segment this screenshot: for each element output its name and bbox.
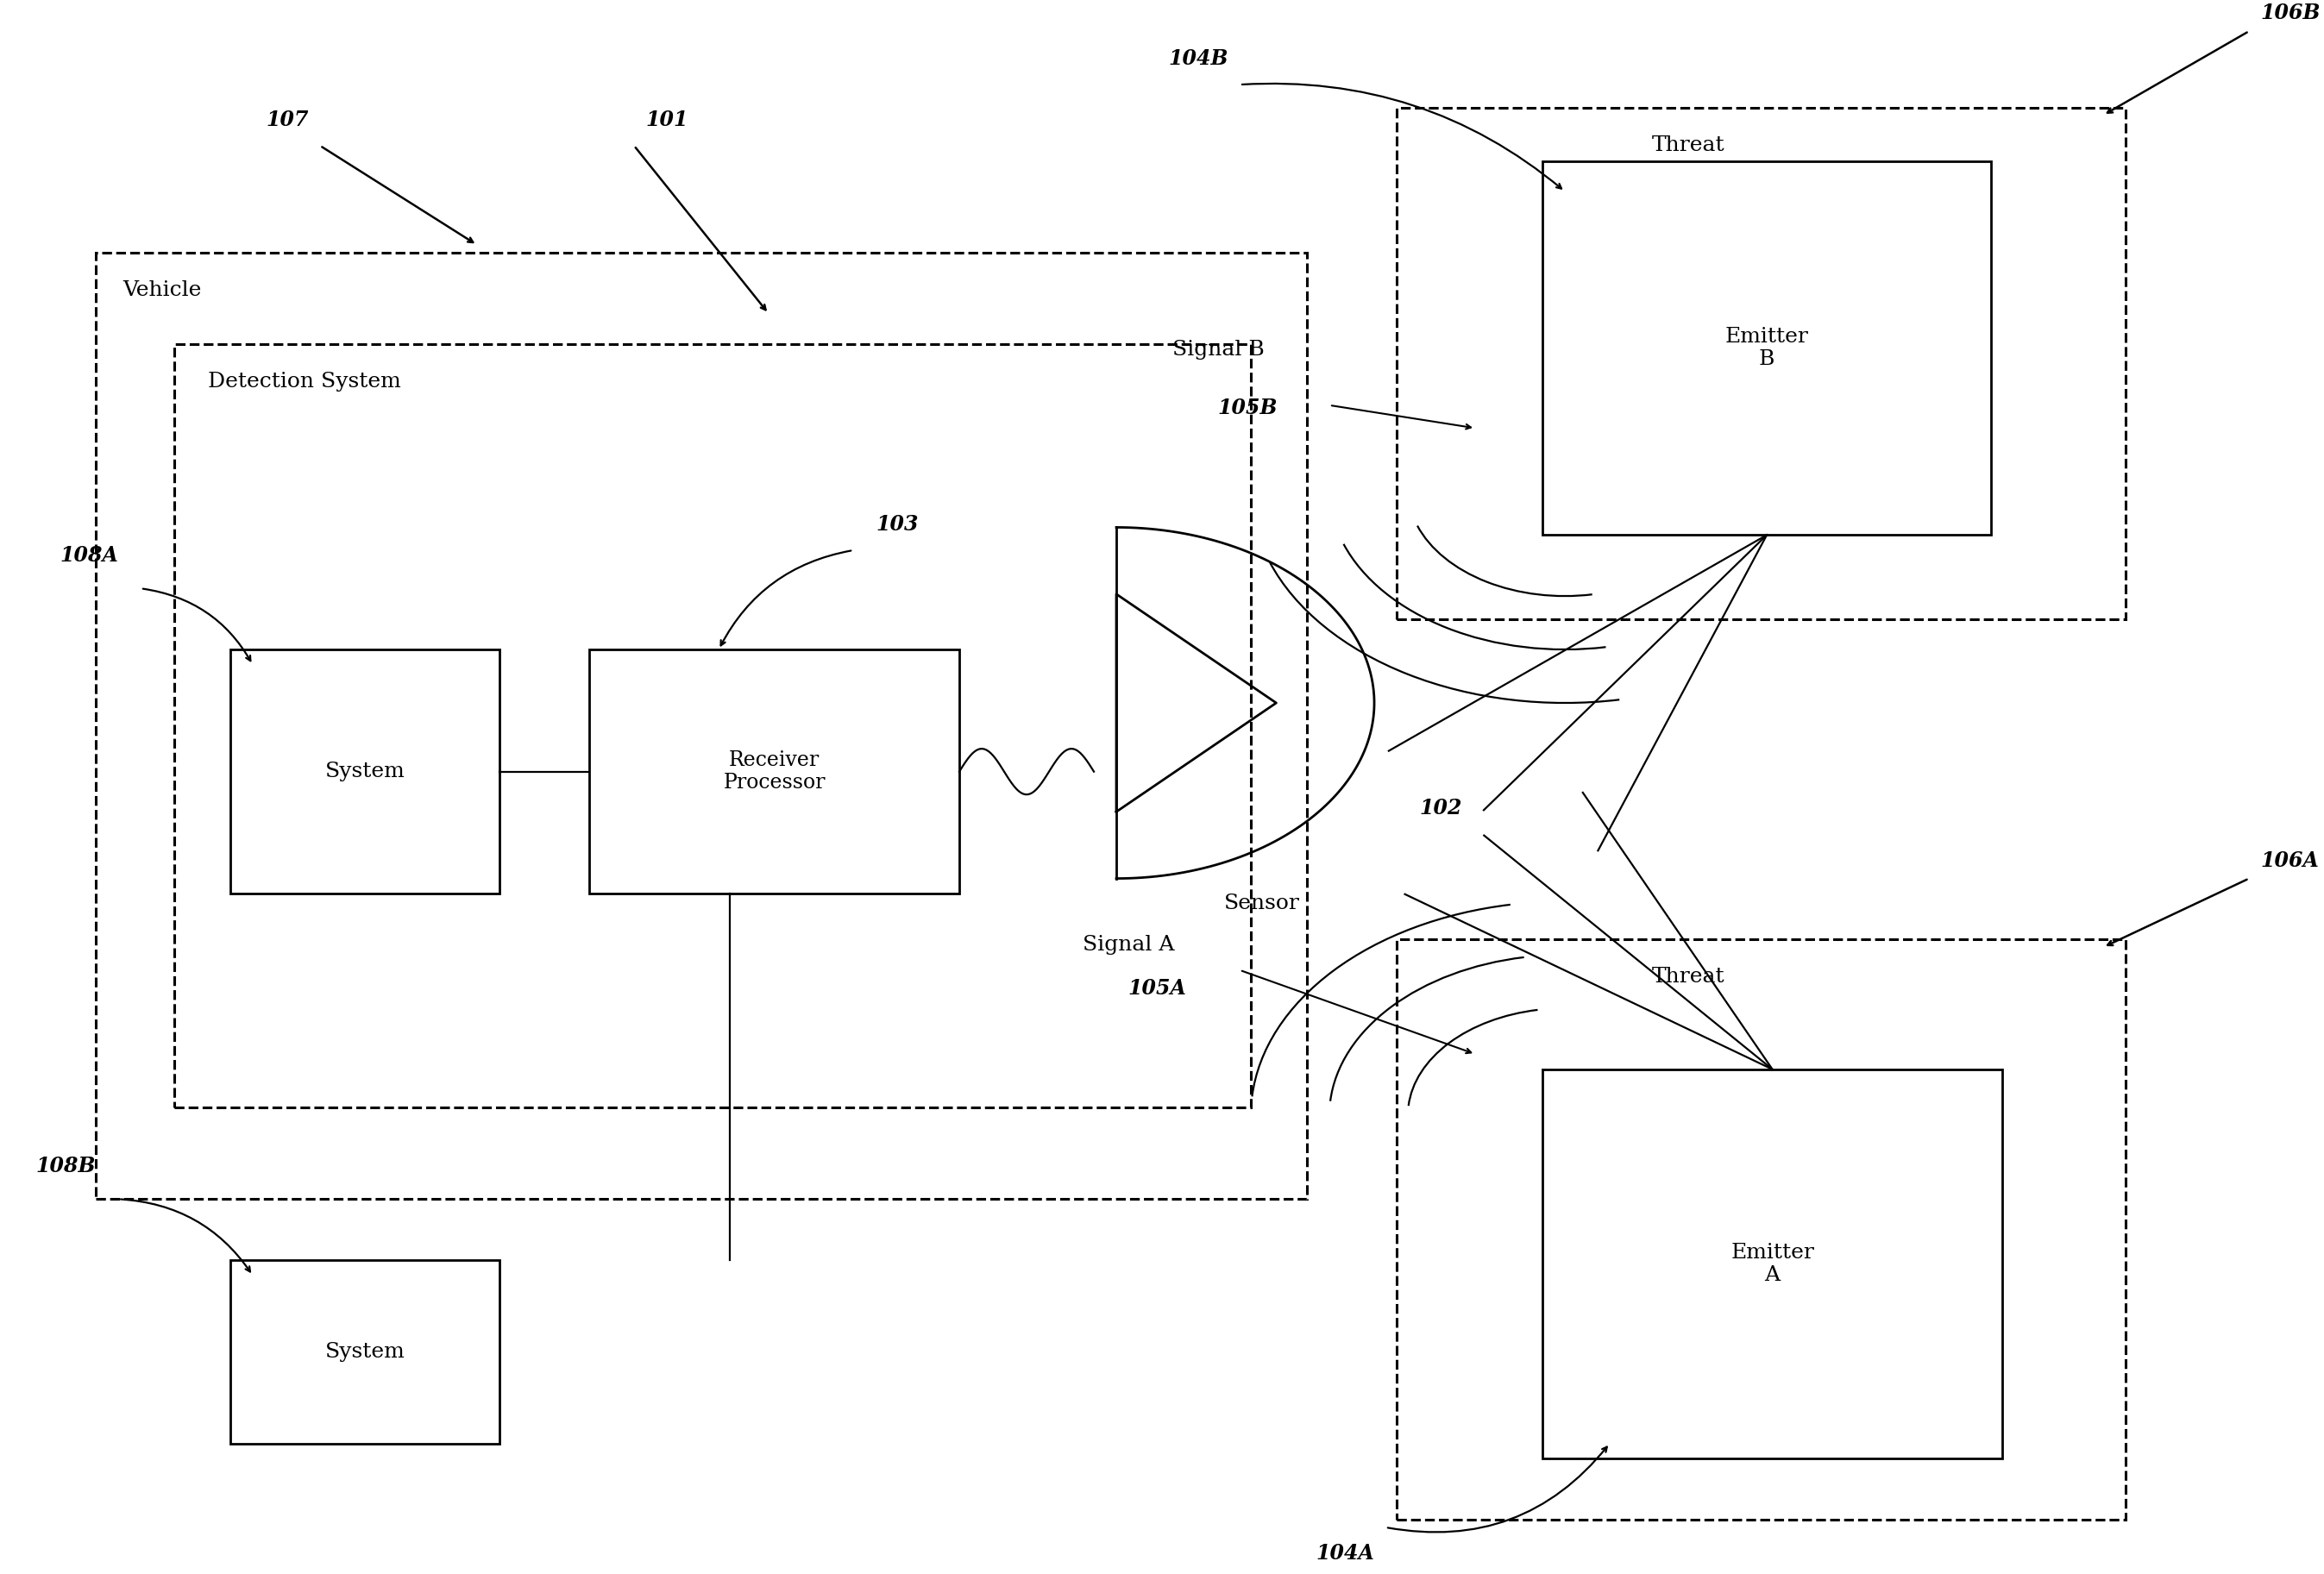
Text: 102: 102 bbox=[1420, 798, 1462, 818]
Text: Sensor: Sensor bbox=[1225, 894, 1299, 913]
Text: 106B: 106B bbox=[2261, 3, 2319, 24]
Bar bbox=[230, 1261, 500, 1443]
Text: Receiver
Processor: Receiver Processor bbox=[723, 751, 825, 793]
Text: Threat: Threat bbox=[1652, 966, 1724, 987]
Text: Detection System: Detection System bbox=[207, 371, 400, 392]
Bar bbox=[590, 650, 960, 894]
Text: 104B: 104B bbox=[1169, 49, 1229, 69]
Text: 108B: 108B bbox=[35, 1155, 95, 1176]
Text: 106A: 106A bbox=[2261, 850, 2319, 870]
Text: Emitter
A: Emitter A bbox=[1731, 1242, 1815, 1286]
Text: 108A: 108A bbox=[60, 545, 119, 565]
Text: Emitter
B: Emitter B bbox=[1724, 326, 1808, 370]
Text: 107: 107 bbox=[267, 110, 309, 131]
Bar bbox=[1543, 1069, 2003, 1459]
Bar bbox=[1543, 161, 1992, 535]
Bar bbox=[174, 345, 1250, 1108]
Text: Vehicle: Vehicle bbox=[123, 280, 202, 301]
Text: 103: 103 bbox=[876, 515, 918, 535]
Bar bbox=[230, 650, 500, 894]
Text: Signal B: Signal B bbox=[1171, 340, 1264, 359]
Text: Signal A: Signal A bbox=[1083, 935, 1174, 955]
Bar bbox=[1397, 107, 2126, 619]
Bar bbox=[1397, 940, 2126, 1519]
Text: 104A: 104A bbox=[1315, 1543, 1373, 1563]
Text: 101: 101 bbox=[646, 110, 688, 131]
Text: System: System bbox=[325, 1343, 404, 1362]
Text: 105A: 105A bbox=[1127, 977, 1185, 998]
Text: 105B: 105B bbox=[1218, 398, 1278, 419]
Bar bbox=[95, 252, 1306, 1199]
Text: System: System bbox=[325, 762, 404, 782]
Text: Threat: Threat bbox=[1652, 135, 1724, 154]
